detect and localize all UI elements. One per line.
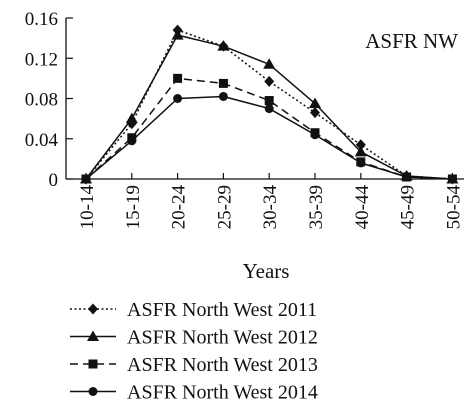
triangle-marker — [125, 112, 138, 124]
triangle-marker — [309, 97, 321, 109]
circle-marker — [402, 172, 412, 182]
y-tick-label: 0.12 — [25, 49, 58, 70]
x-tick-label: 40-44 — [352, 185, 373, 230]
y-axis-ticks: 0 0.04 0.08 0.12 0.16 — [25, 9, 73, 191]
x-tick-label: 20-24 — [169, 185, 190, 230]
x-tick-label: 50-54 — [443, 185, 464, 230]
triangle-marker — [354, 145, 367, 157]
x-tick-label: 15-19 — [123, 185, 144, 229]
legend-label: ASFR North West 2014 — [127, 382, 318, 404]
x-tick-label: 45-49 — [398, 185, 419, 229]
circle-marker — [447, 174, 457, 184]
square-marker — [264, 96, 274, 106]
series-3 — [81, 73, 457, 184]
x-tick-label: 35-39 — [306, 185, 327, 229]
diamond-marker — [355, 139, 366, 151]
circle-marker — [218, 91, 228, 101]
triangle-marker — [217, 40, 230, 51]
x-tick-label: 25-29 — [214, 185, 235, 229]
series-group — [80, 24, 459, 185]
circle-marker — [310, 130, 320, 140]
square-marker — [173, 73, 183, 83]
circle-marker — [81, 174, 91, 184]
diamond-marker — [88, 303, 98, 315]
x-tick-label: 10-14 — [77, 185, 98, 230]
circle-marker — [173, 94, 183, 103]
series-line — [85, 77, 453, 180]
diamond-marker — [264, 75, 275, 87]
square-marker — [88, 359, 98, 369]
diamond-marker — [310, 107, 320, 119]
circle-marker — [356, 158, 366, 168]
triangle-marker — [87, 330, 99, 341]
legend-item: ASFR North West 2011 — [70, 299, 317, 321]
y-tick-label: 0 — [49, 170, 59, 191]
circle-marker — [88, 387, 98, 396]
triangle-marker — [263, 58, 276, 69]
legend-item: ASFR North West 2012 — [70, 327, 318, 349]
legend-item: ASFR North West 2014 — [70, 382, 318, 404]
circle-marker — [127, 136, 137, 146]
legend-label: ASFR North West 2011 — [127, 299, 317, 321]
circle-marker — [264, 104, 274, 114]
legend-label: ASFR North West 2013 — [127, 354, 318, 376]
legend: ASFR North West 2011 ASFR North West 2012… — [70, 299, 318, 404]
legend-label: ASFR North West 2012 — [127, 327, 318, 349]
x-axis-label: Years — [243, 259, 290, 283]
y-tick-label: 0.04 — [25, 130, 59, 151]
triangle-marker — [171, 29, 184, 40]
square-marker — [218, 78, 228, 88]
y-tick-label: 0.16 — [25, 9, 58, 30]
x-axis-ticks: 10-14 15-19 20-24 25-29 30-34 35-39 40-44 45-49… — [77, 173, 464, 229]
chart-annotation: ASFR NW — [365, 29, 458, 53]
legend-item: ASFR North West 2013 — [70, 354, 318, 376]
x-tick-label: 30-34 — [260, 185, 281, 230]
y-tick-label: 0.08 — [25, 90, 58, 111]
series-4 — [81, 91, 457, 184]
